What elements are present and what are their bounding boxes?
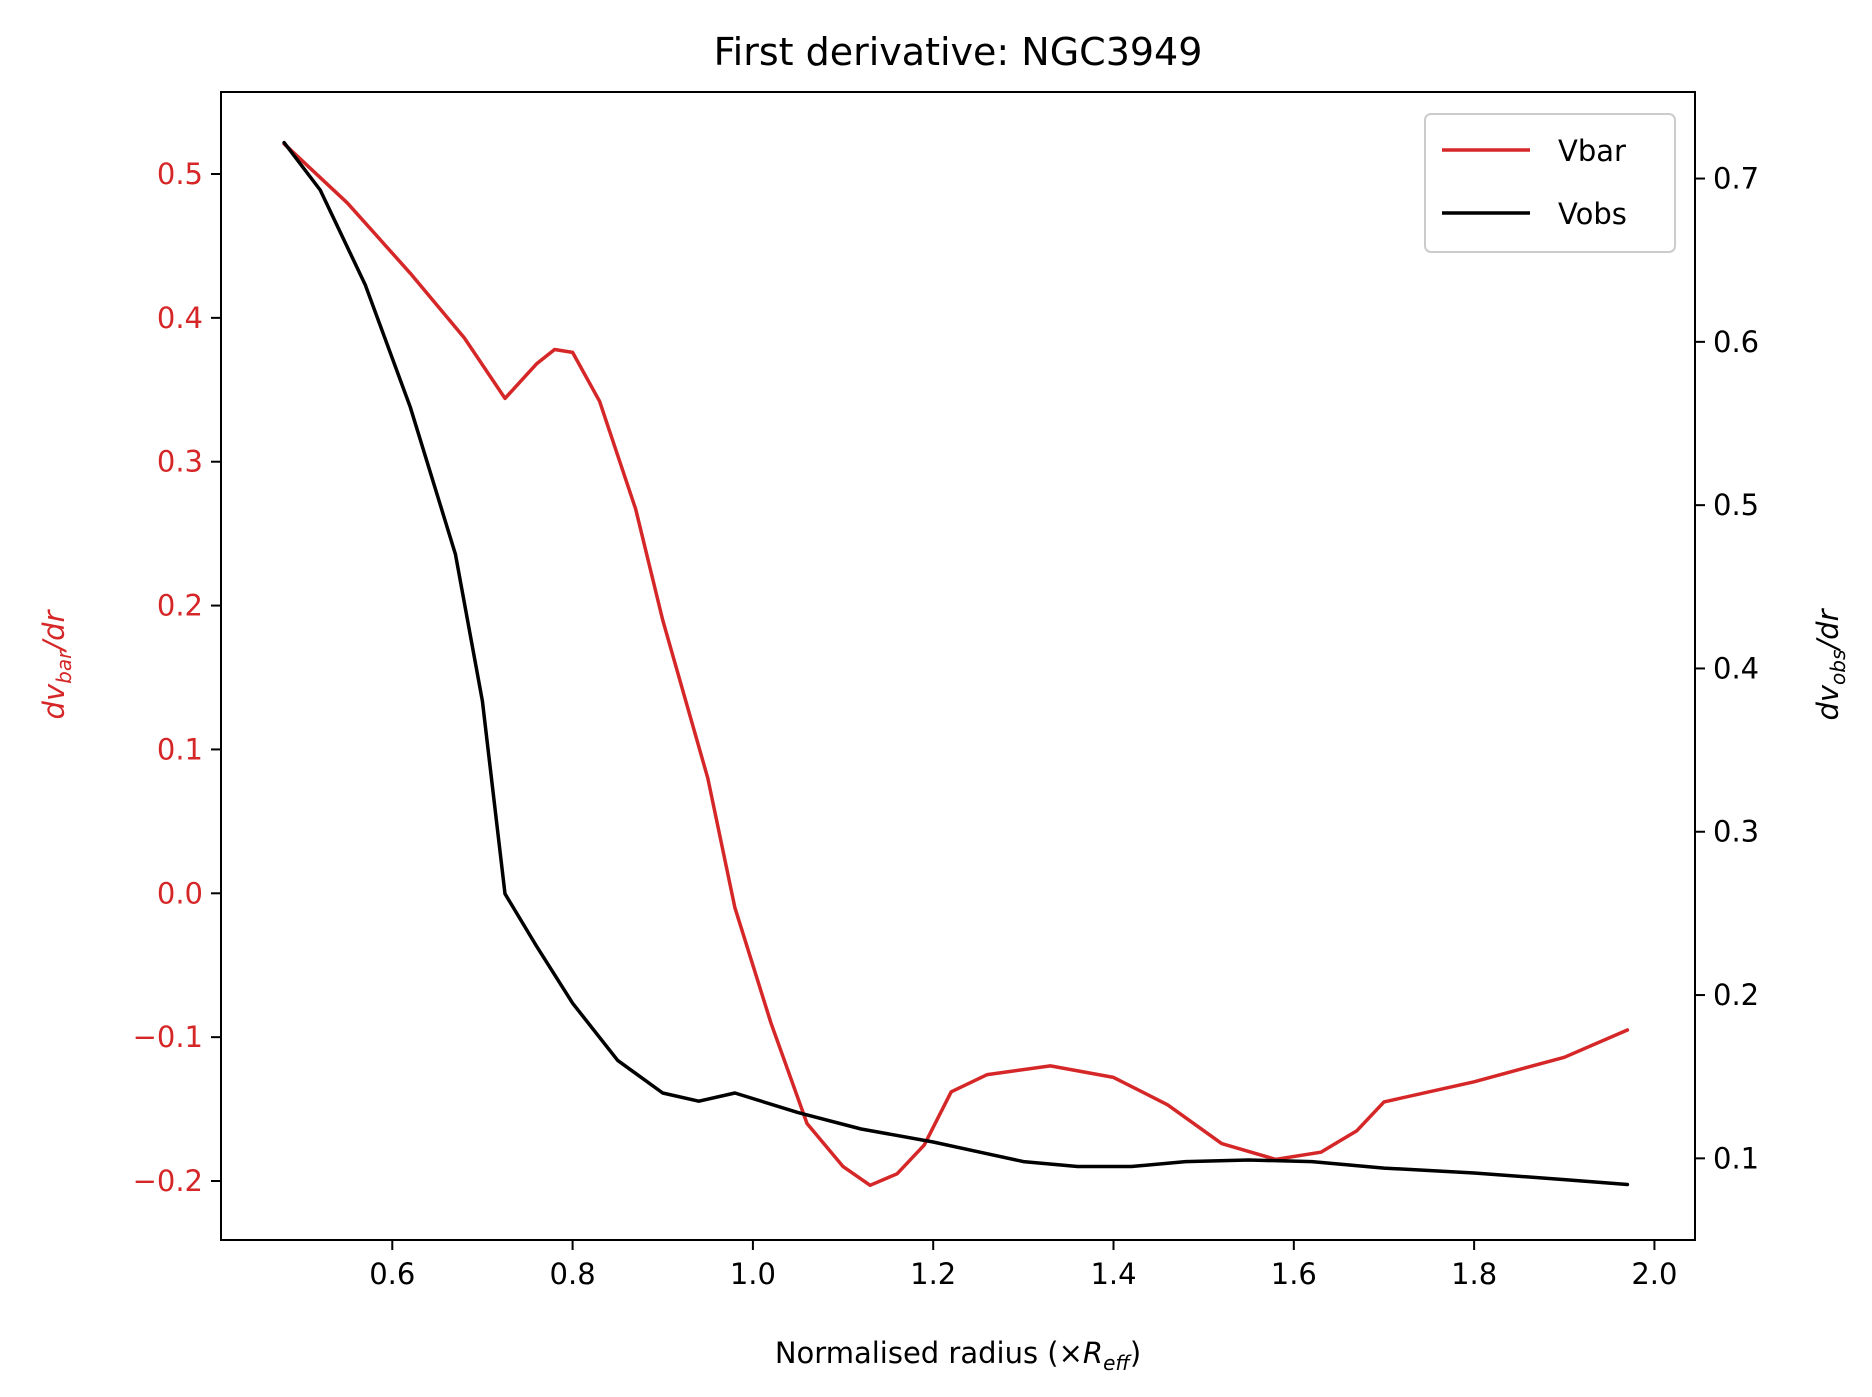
y-right-tick-label: 0.5: [1713, 488, 1759, 522]
legend-label-vbar: Vbar: [1558, 134, 1626, 168]
y-left-tick-label: 0.3: [157, 445, 203, 479]
y-left-tick-label: 0.4: [157, 301, 203, 335]
y-right-tick-label: 0.6: [1713, 325, 1759, 359]
y-left-tick-label: −0.1: [133, 1020, 203, 1054]
x-tick-label: 1.6: [1271, 1257, 1317, 1291]
y-left-tick-label: −0.2: [133, 1164, 203, 1198]
y-axis-left: −0.2 −0.1 0.0 0.1 0.2 0.3 0.4 0.5: [133, 157, 221, 1198]
y-right-tick-label: 0.1: [1713, 1141, 1759, 1175]
x-tick-label: 2.0: [1631, 1257, 1677, 1291]
y-left-tick-label: 0.5: [157, 157, 203, 191]
x-tick-label: 1.8: [1451, 1257, 1497, 1291]
legend-label-vobs: Vobs: [1558, 197, 1627, 231]
y-axis-right-label: dvobs/dr: [1811, 607, 1850, 720]
y-right-tick-label: 0.7: [1713, 162, 1759, 196]
x-axis-label: Normalised radius (×Reff): [775, 1336, 1141, 1375]
x-tick-label: 0.8: [550, 1257, 596, 1291]
x-tick-label: 0.6: [369, 1257, 415, 1291]
series-layer: [282, 140, 1630, 1188]
legend-box: [1424, 113, 1676, 253]
y-left-tick-label: 0.2: [157, 589, 203, 623]
y-right-tick-label: 0.3: [1713, 815, 1759, 849]
y-right-tick-label: 0.2: [1713, 978, 1759, 1012]
x-tick-label: 1.0: [730, 1257, 776, 1291]
legend: Vbar Vobs: [1424, 113, 1676, 253]
y-axis-right: 0.1 0.2 0.3 0.4 0.5 0.6 0.7: [1695, 162, 1759, 1175]
series-line-vobs: [282, 140, 1630, 1187]
y-left-tick-label: 0.1: [157, 732, 203, 766]
y-left-tick-label: 0.0: [157, 876, 203, 910]
x-axis: 0.6 0.8 1.0 1.2 1.4 1.6 1.8 2.0: [369, 1240, 1677, 1291]
series-line-vbar: [282, 142, 1630, 1188]
x-tick-label: 1.4: [1090, 1257, 1136, 1291]
chart-title: First derivative: NGC3949: [714, 30, 1203, 74]
plot-frame: [220, 91, 1696, 1241]
y-right-tick-label: 0.4: [1713, 651, 1759, 685]
x-tick-label: 1.2: [910, 1257, 956, 1291]
y-axis-left-label: dvbar/dr: [37, 608, 76, 719]
